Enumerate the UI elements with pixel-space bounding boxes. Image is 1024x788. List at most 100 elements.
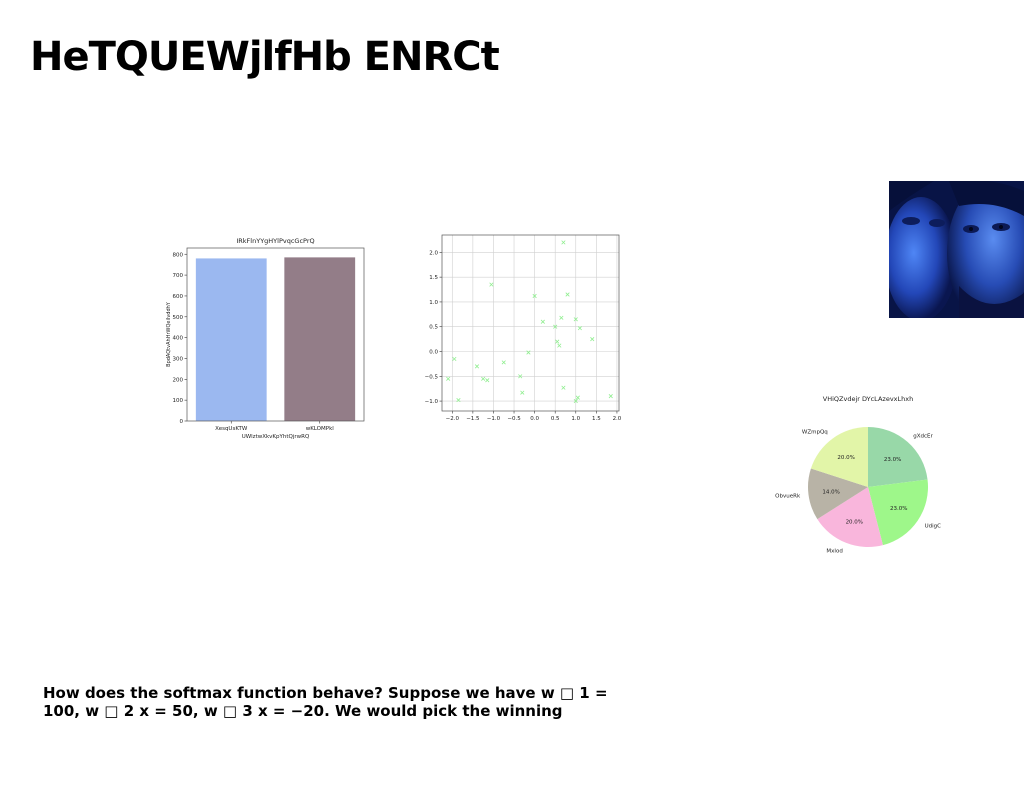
pie-slice-label: gXdcEr (913, 434, 933, 440)
pie-slice-percent: 20.0% (846, 520, 863, 526)
bar-y-axis-label: BpdAQtvAhHrWQeiIvddhY (166, 301, 172, 367)
bar-plot-frame (186, 247, 365, 422)
scatter-x-tick-label: −1.5 (466, 416, 480, 422)
scatter-point (446, 376, 451, 381)
scatter-point (559, 315, 564, 320)
scatter-point-stroke (489, 282, 494, 287)
bar-y-tick-label: 400 (173, 336, 184, 342)
bar-y-tick-label: 800 (173, 252, 184, 258)
scatter-x-tick-label: 1.5 (592, 416, 601, 422)
pie-chart: VHiQZvdejr DYcLAzevxLhxh 23.0% gXdcEr 23.0%… (775, 395, 942, 555)
scatter-point (452, 356, 457, 362)
scatter-point (573, 317, 578, 322)
bar-y-tick-label: 700 (173, 273, 184, 279)
scatter-x-tick-label: 0.0 (530, 416, 539, 422)
pie-chart-title: VHiQZvdejr DYcLAzevxLhxh (823, 395, 913, 403)
scatter-point (565, 292, 570, 297)
scatter-point (532, 293, 537, 299)
scatter-point (555, 339, 560, 344)
scatter-point-stroke (474, 364, 480, 369)
scatter-point (540, 319, 545, 324)
scatter-point-stroke (590, 337, 595, 342)
caption-text: How does the softmax function behave? Su… (43, 684, 608, 720)
scatter-point (456, 398, 461, 403)
scatter-point-stroke (559, 315, 564, 320)
scatter-y-tick-label: 0.0 (429, 350, 438, 356)
scatter-point-stroke (532, 293, 537, 299)
scatter-point (561, 240, 566, 245)
scatter-point-stroke (540, 319, 545, 324)
scatter-point-stroke (573, 399, 578, 404)
pie-slice-label: Mxlod (826, 549, 842, 555)
scatter-point-stroke (561, 385, 566, 390)
scatter-point (481, 376, 486, 381)
bar-chart-title: IRkFlnYYgHYlPvqcGcPrQ (236, 237, 314, 245)
scatter-chart: −2.0 −1.5 −1.0 −0.5 0.0 0.5 1.0 1.5 2.0 −1.0 −0.5 0… (425, 234, 622, 422)
scatter-point (474, 364, 480, 369)
bar-x-tick-label: XesqUsKTW (215, 426, 248, 432)
scatter-x-tick-label: 1.0 (571, 416, 580, 422)
pie-slice-ObvueRk (808, 468, 868, 520)
pie-slice-label: ObvueRk (775, 494, 801, 500)
scatter-point (590, 337, 595, 342)
bar-y-tick-label: 200 (173, 377, 184, 383)
scatter-y-tick-label: −1.0 (425, 399, 439, 405)
bar-wKLOMPkl (284, 257, 356, 421)
scatter-x-tick-label: 2.0 (613, 416, 622, 422)
scatter-y-tick-label: 1.5 (429, 275, 438, 281)
pie-slice-UdigC (868, 479, 928, 546)
scatter-point-stroke (456, 398, 461, 403)
scatter-point-stroke (577, 326, 582, 331)
scatter-point (485, 378, 490, 383)
scatter-point (573, 399, 578, 404)
bar-XesqUsKTW (195, 258, 267, 421)
pie-slice-percent: 23.0% (884, 457, 901, 463)
scatter-point (557, 343, 562, 348)
scatter-point-stroke (608, 394, 613, 399)
bar-y-tick-label: 300 (173, 356, 184, 362)
scatter-point-stroke (526, 350, 531, 355)
bar-y-tick-label: 100 (173, 398, 184, 404)
scatter-x-tick-label: −0.5 (507, 416, 521, 422)
scatter-point-stroke (557, 343, 562, 348)
scatter-point (518, 374, 523, 379)
scatter-point (526, 350, 531, 355)
scatter-point-stroke (555, 339, 560, 344)
scatter-point-stroke (452, 356, 457, 362)
scatter-point-stroke (573, 317, 578, 322)
scatter-point-stroke (518, 374, 523, 379)
bar-x-tick-label: wKLOMPkl (306, 426, 335, 432)
bar-y-tick-label: 600 (173, 294, 184, 300)
slide-title: HeTQUEWjlfHb ENRCt (30, 34, 500, 80)
scatter-point-stroke (501, 360, 506, 365)
pie-slice-Mxlod (817, 487, 883, 547)
scatter-y-tick-label: 1.0 (429, 300, 438, 306)
scatter-point-stroke (485, 378, 490, 383)
scatter-point-stroke (575, 395, 580, 400)
scatter-point-stroke (481, 376, 486, 381)
scatter-point (489, 282, 494, 287)
pie-slice-label: WZmpQq (802, 430, 828, 436)
pie-slice-WZmpQq (810, 427, 868, 487)
scatter-plot-frame (441, 234, 620, 412)
scatter-point-stroke (561, 240, 566, 245)
scatter-point (561, 385, 566, 390)
scatter-y-tick-label: 2.0 (429, 250, 438, 256)
scatter-point-stroke (565, 292, 570, 297)
scatter-point (520, 390, 525, 395)
scatter-y-tick-label: −0.5 (425, 374, 439, 380)
scatter-point (501, 360, 506, 365)
pie-slice-percent: 23.0% (890, 506, 907, 512)
bar-chart: IRkFlnYYgHYlPvqcGcPrQ XesqUsKTW wKLOMPkl 0 1… (166, 237, 365, 440)
scatter-point (575, 395, 580, 400)
bar-y-tick-label: 0 (180, 419, 184, 425)
photo-two-faces (889, 181, 1024, 318)
pie-slice-percent: 14.0% (822, 490, 839, 496)
pie-slice-label: UdigC (925, 523, 942, 529)
scatter-point (608, 394, 613, 399)
scatter-x-tick-label: −2.0 (446, 416, 460, 422)
bar-y-tick-label: 500 (173, 315, 184, 321)
bar-x-axis-label: UWlztwXkvKpYhtQjrwRQ (242, 434, 310, 440)
scatter-x-tick-label: −1.0 (487, 416, 501, 422)
scatter-point-stroke (446, 376, 451, 381)
